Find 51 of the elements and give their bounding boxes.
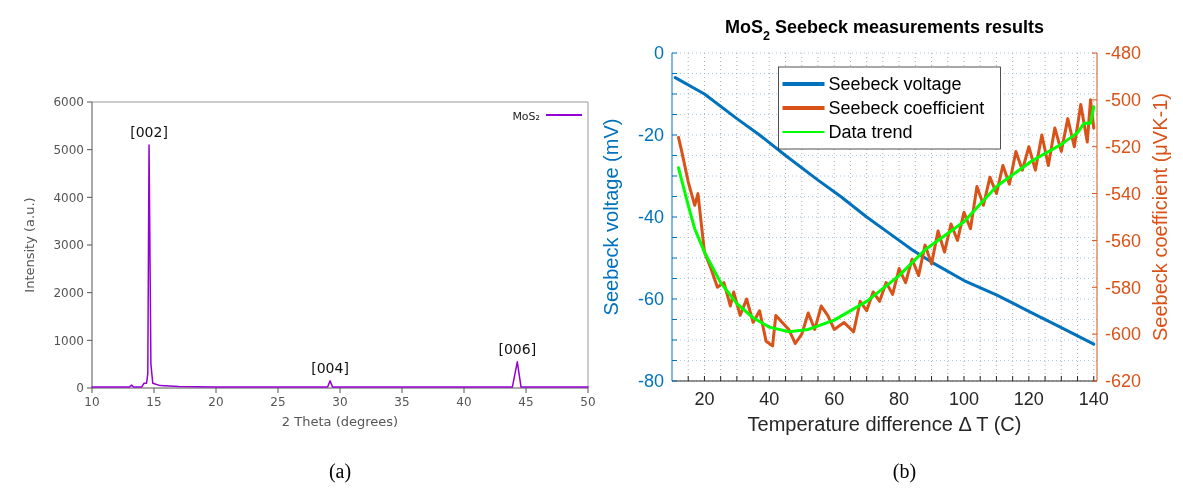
- y-tick-label: 4000: [53, 190, 84, 205]
- x-tick-label: 25: [270, 395, 286, 409]
- x-axis-title: 2 Theta (degrees): [281, 414, 399, 429]
- chart-title: MoS$_{2}$ Seebeck measurements results: [724, 17, 1045, 43]
- legend-label: Data trend: [828, 122, 913, 143]
- y-tick-label: 5000: [53, 142, 84, 157]
- x-tick-label: 45: [518, 395, 534, 409]
- x-tick-label: 60: [824, 389, 845, 409]
- y2-tick-label: -500: [1105, 90, 1142, 111]
- annotation: [002]: [130, 123, 168, 140]
- x-tick-label: 20: [694, 389, 715, 409]
- x-tick-label: 10: [84, 395, 100, 409]
- x-tick-label: 140: [1078, 389, 1109, 409]
- y-tick-label: -20: [637, 125, 664, 146]
- y2-tick-label: -600: [1105, 324, 1142, 345]
- annotation: [006]: [498, 340, 537, 357]
- x-tick-label: 120: [1013, 389, 1044, 409]
- y2-axis-title: Seebeck coefficient (μVK-1): [1149, 93, 1171, 341]
- y-tick-label: -80: [637, 371, 664, 392]
- x-tick-label: 100: [948, 389, 980, 409]
- legend-label: Seebeck voltage: [828, 74, 962, 95]
- x-tick-label: 30: [332, 395, 348, 409]
- y-axis-title: Intensity (a.u.): [22, 197, 37, 293]
- x-tick-label: 35: [394, 395, 410, 409]
- y-tick-label: 2000: [53, 285, 84, 300]
- y-tick-label: 1000: [53, 333, 84, 348]
- y-tick-label: 0: [76, 381, 84, 396]
- annotation: [004]: [311, 359, 349, 376]
- x-tick-label: 80: [889, 389, 910, 409]
- y-tick-label: 0: [653, 43, 664, 64]
- y-tick-label: 3000: [53, 238, 84, 253]
- y-tick-label: -40: [637, 207, 664, 228]
- legend-label: Seebeck coefficient: [828, 98, 985, 119]
- legend-label: MoS₂: [512, 110, 540, 123]
- x-tick-label: 40: [759, 389, 780, 409]
- x-tick-label: 20: [208, 395, 224, 409]
- x-tick-label: 40: [456, 395, 472, 409]
- y2-tick-label: -540: [1105, 183, 1142, 204]
- y2-tick-label: -560: [1105, 230, 1142, 251]
- y2-tick-label: -620: [1105, 371, 1142, 392]
- x-axis-title: Temperature difference Δ T (C): [747, 413, 1022, 435]
- text: (b): [892, 460, 917, 483]
- x-tick-label: 50: [580, 395, 596, 409]
- y-tick-label: 6000: [53, 95, 84, 110]
- y-axis-title: Seebeck voltage (mV): [600, 118, 622, 316]
- y2-tick-label: -580: [1105, 277, 1142, 298]
- text: (a): [328, 460, 352, 483]
- y-tick-label: -60: [637, 289, 664, 310]
- x-tick-label: 15: [146, 395, 162, 409]
- y2-tick-label: -520: [1105, 137, 1142, 158]
- y2-tick-label: -480: [1105, 43, 1142, 64]
